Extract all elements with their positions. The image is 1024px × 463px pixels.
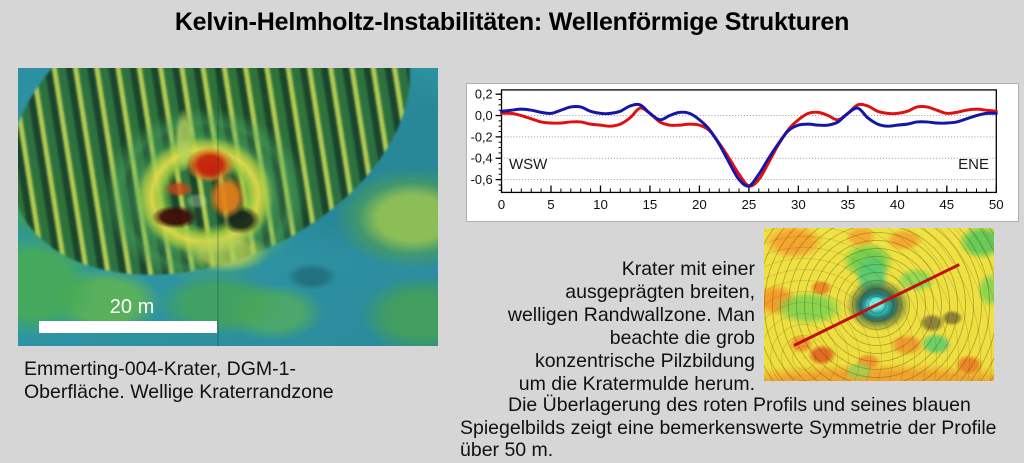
contour-map-image xyxy=(764,228,994,381)
description-line: beachte die grob xyxy=(609,327,755,349)
crater-description: Krater mit einer ausgeprägten breiten, w… xyxy=(455,258,755,396)
dem-image: 20 m xyxy=(18,68,438,346)
svg-text:20: 20 xyxy=(692,197,707,212)
description-line: konzentrische Pilzbildung xyxy=(534,350,755,372)
caption-line: Oberfläche. Wellige Kraterrandzone xyxy=(24,381,334,403)
scale-bar xyxy=(39,321,217,333)
svg-text:0,0: 0,0 xyxy=(475,108,493,123)
scale-label: 20 m xyxy=(109,296,155,318)
svg-text:0: 0 xyxy=(498,197,505,212)
description-line: welligen Randwallzone. Man xyxy=(507,304,755,326)
symmetry-line: über 50 m. xyxy=(460,439,554,461)
description-line: Krater mit einer xyxy=(621,258,755,280)
svg-text:-0,2: -0,2 xyxy=(471,129,493,144)
symmetry-note: Die Überlagerung des roten Profils und s… xyxy=(460,394,1020,462)
wsw-label: WSW xyxy=(509,156,548,173)
svg-text:50: 50 xyxy=(989,197,1004,212)
svg-text:40: 40 xyxy=(890,197,905,212)
svg-text:30: 30 xyxy=(791,197,806,212)
svg-text:15: 15 xyxy=(643,197,658,212)
dem-caption: Emmerting-004-Krater, DGM-1- Oberfläche.… xyxy=(24,358,334,404)
description-line: um die Kratermulde herum. xyxy=(518,373,755,395)
svg-text:5: 5 xyxy=(547,197,554,212)
ene-label: ENE xyxy=(958,156,989,173)
dem-crater xyxy=(18,68,438,346)
profile-chart: 0,2 0,0 -0,2 -0,4 -0,6 0 5 10 15 20 25 30 35 40 45 50 xyxy=(471,87,1004,213)
svg-text:10: 10 xyxy=(593,197,608,212)
profile-chart-panel: 0,2 0,0 -0,2 -0,4 -0,6 0 5 10 15 20 25 30 35 40 45 50 W… xyxy=(466,83,1019,222)
caption-line: Emmerting-004-Krater, DGM-1- xyxy=(24,358,296,380)
dem-seam-line xyxy=(217,68,219,346)
svg-text:-0,6: -0,6 xyxy=(471,172,493,187)
symmetry-line: Spiegelbilds zeigt eine bemerkenswerte S… xyxy=(460,416,997,439)
page-title: Kelvin-Helmholtz-Instabilitäten: Wellenf… xyxy=(174,8,850,36)
svg-text:0,2: 0,2 xyxy=(475,87,493,102)
svg-text:45: 45 xyxy=(939,197,954,212)
svg-text:-0,4: -0,4 xyxy=(471,151,493,166)
svg-text:25: 25 xyxy=(742,197,757,212)
svg-text:35: 35 xyxy=(840,197,855,212)
description-line: ausgeprägten breiten, xyxy=(565,281,755,303)
symmetry-line: Die Überlagerung des roten Profils und s… xyxy=(508,394,971,416)
